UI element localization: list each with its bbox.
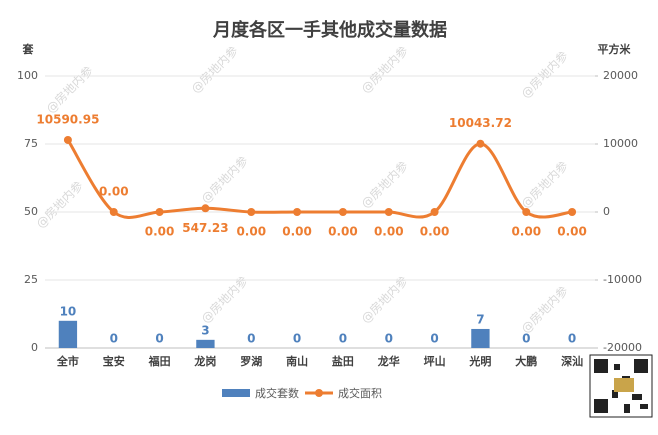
line-marker — [155, 208, 164, 216]
line-value-label: 10590.95 — [36, 112, 99, 126]
line-marker — [293, 208, 302, 216]
bar — [58, 320, 78, 348]
bar-value-label: 0 — [522, 332, 530, 346]
watermark: @房地内参 — [188, 43, 241, 96]
legend-label: 成交套数 — [255, 386, 299, 400]
x-tick-label: 罗湖 — [240, 354, 262, 368]
line-value-label: 0.00 — [236, 225, 266, 239]
x-tick-label: 光明 — [468, 354, 491, 368]
line-value-label: 547.23 — [182, 221, 228, 235]
line-marker — [430, 208, 439, 216]
y-axis-title: 套 — [23, 42, 35, 56]
y2-tick-label: 0 — [603, 205, 610, 218]
line-value-label: 0.00 — [328, 225, 358, 239]
watermark: @房地内参 — [518, 48, 571, 101]
bar-value-label: 0 — [339, 332, 347, 346]
bar-value-label: 0 — [430, 332, 438, 346]
line-value-label: 0.00 — [374, 225, 404, 239]
bar-value-label: 0 — [385, 332, 393, 346]
x-tick-label: 坪山 — [424, 354, 446, 368]
y2-tick-label: -20000 — [603, 341, 642, 354]
x-tick-label: 龙华 — [377, 354, 400, 368]
line-marker — [201, 204, 210, 213]
bar-value-label: 0 — [247, 332, 255, 346]
x-tick-label: 福田 — [148, 354, 171, 368]
line-marker — [568, 208, 577, 216]
y-tick-label: 75 — [24, 137, 38, 150]
x-tick-label: 南山 — [286, 354, 308, 368]
line-marker — [247, 208, 256, 216]
x-tick-label: 全市 — [56, 354, 79, 368]
watermark: @房地内参 — [358, 158, 411, 211]
bar-value-label: 0 — [110, 332, 118, 346]
line-marker — [109, 208, 118, 216]
y-tick-label: 0 — [31, 341, 38, 354]
chart-title: 月度各区一手其他成交量数据 — [212, 19, 447, 41]
legend-label: 成交面积 — [338, 386, 382, 400]
bar-value-label: 0 — [293, 332, 301, 346]
line — [66, 139, 573, 219]
y2-tick-label: 10000 — [603, 137, 638, 150]
line-marker — [63, 135, 72, 144]
line-value-label: 0.00 — [511, 225, 541, 239]
watermark: @房地内参 — [198, 273, 251, 326]
line-value-label: 10043.72 — [449, 116, 512, 130]
watermark: @房地内参 — [43, 63, 96, 116]
bar-value-label: 10 — [60, 304, 77, 318]
qr-code — [589, 354, 653, 418]
line-marker — [384, 208, 393, 216]
y2-tick-label: -10000 — [603, 273, 642, 286]
line-value-label: 0.00 — [420, 225, 450, 239]
bar-value-label: 3 — [201, 323, 209, 337]
line-marker — [338, 208, 347, 216]
bar — [196, 339, 215, 348]
watermark: @房地内参 — [358, 273, 411, 326]
x-tick-label: 大鹏 — [515, 354, 537, 368]
x-tick-label: 宝安 — [103, 354, 125, 368]
watermark: @房地内参 — [33, 178, 86, 231]
y-tick-label: 100 — [17, 69, 38, 82]
x-tick-label: 深汕 — [561, 354, 583, 368]
y-tick-label: 50 — [24, 205, 38, 218]
y2-tick-label: 20000 — [603, 69, 638, 82]
line-value-label: 0.00 — [99, 185, 129, 199]
watermark: @房地内参 — [518, 283, 571, 336]
line-marker — [476, 139, 485, 148]
legend-swatch — [315, 389, 323, 397]
bar-value-label: 0 — [568, 332, 576, 346]
watermark: @房地内参 — [358, 43, 411, 96]
bar — [471, 328, 490, 348]
legend-swatch — [222, 389, 250, 397]
line-value-label: 0.00 — [145, 225, 175, 239]
x-tick-label: 盐田 — [332, 354, 354, 368]
x-tick-label: 龙岗 — [193, 354, 216, 368]
line-value-label: 0.00 — [557, 225, 587, 239]
y-tick-label: 25 — [24, 273, 38, 286]
watermark: @房地内参 — [198, 153, 251, 206]
line-value-label: 0.00 — [282, 225, 312, 239]
line-marker — [522, 208, 531, 216]
bar-value-label: 0 — [155, 332, 163, 346]
watermark: @房地内参 — [518, 158, 571, 211]
y2-axis-title: 平方米 — [598, 42, 632, 56]
bar-value-label: 7 — [476, 312, 484, 326]
